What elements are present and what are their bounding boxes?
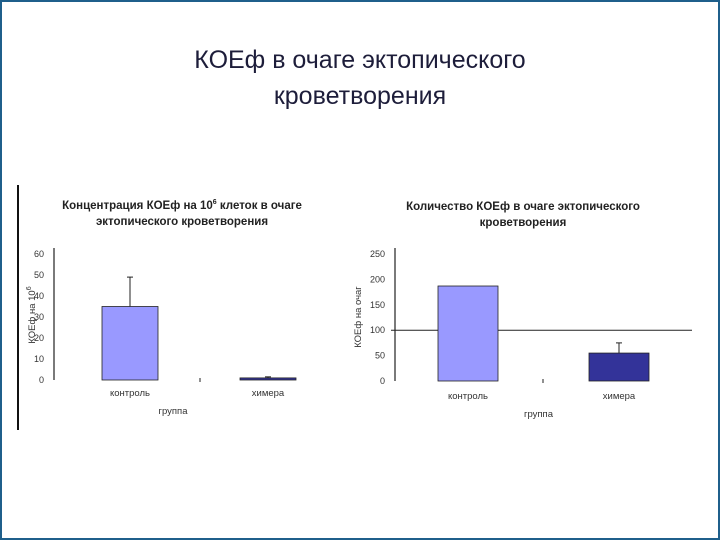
y-axis-label: КОЕф на очаг — [353, 286, 364, 348]
category-label: химера — [252, 388, 285, 399]
y-tick-label: 0 — [39, 375, 44, 385]
y-tick-label: 20 — [34, 333, 44, 343]
y-axis-label-part: КОЕф на 10 — [27, 290, 38, 343]
chart-title-line-2: кроветворения — [480, 217, 567, 229]
y-tick-label: 10 — [34, 354, 44, 364]
y-axis-label-superscript: 6 — [26, 286, 33, 290]
chart-title-superscript: 6 — [213, 199, 217, 206]
y-tick-label: 200 — [370, 274, 385, 284]
y-tick-label: 50 — [34, 270, 44, 280]
y-tick-label: 250 — [370, 249, 385, 259]
chart-title-part: Концентрация КОЕф на 10 — [62, 200, 213, 212]
chart-title-part: клеток в очаге — [217, 200, 302, 212]
chart-title: Количество КОЕф в очаге эктопического — [406, 201, 640, 213]
x-axis-label: группа — [159, 406, 189, 417]
category-label: контроль — [448, 391, 488, 402]
chart-title: Концентрация КОЕф на 106 клеток в очаге — [62, 199, 302, 212]
y-tick-label: 100 — [370, 325, 385, 335]
bar — [588, 352, 650, 382]
slide-title: КОЕф в очаге эктопического кроветворения — [2, 42, 718, 114]
slide-title-line-1: КОЕф в очаге эктопического — [194, 46, 526, 74]
slide-title-line-2: кроветворения — [273, 82, 447, 110]
y-tick-label: 40 — [34, 291, 44, 301]
chart-concentration: Концентрация КОЕф на 106 клеток в очагеэ… — [26, 199, 302, 417]
y-tick-label: 50 — [375, 351, 385, 361]
left-divider — [17, 185, 19, 430]
y-tick-label: 0 — [380, 376, 385, 386]
y-tick-label: 30 — [34, 312, 44, 322]
chart-title-line-2: эктопического кроветворения — [96, 216, 268, 228]
x-axis-label: группа — [524, 409, 554, 420]
y-tick-label: 60 — [34, 249, 44, 259]
category-label: химера — [603, 391, 636, 402]
category-label: контроль — [110, 388, 150, 399]
bar — [437, 285, 499, 382]
y-tick-label: 150 — [370, 300, 385, 310]
y-axis-label: КОЕф на 106 — [26, 286, 38, 343]
bar — [101, 306, 159, 381]
